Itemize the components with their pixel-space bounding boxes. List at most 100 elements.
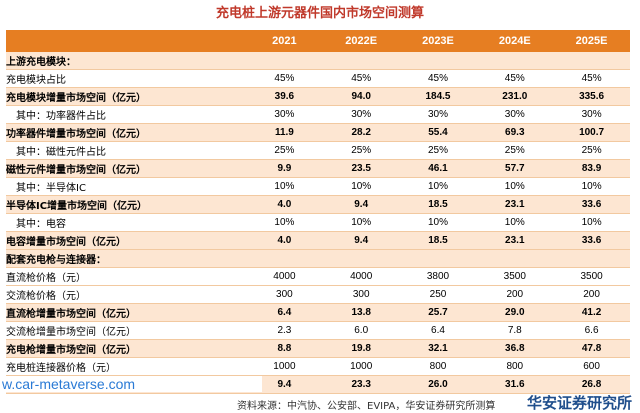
table-row: 半导体IC增量市场空间（亿元） 4.0 9.4 18.5 23.1 33.6 — [6, 196, 630, 214]
table-cell: 23.3 — [351, 379, 371, 390]
table-cell: 9.4 — [277, 379, 292, 390]
year-header: 2024E — [498, 35, 531, 47]
row-label: 电容增量市场空间（亿元） — [6, 237, 126, 248]
table-cell: 29.0 — [505, 307, 525, 318]
table-row: 其中：磁性元件占比 25% 25% 25% 25% 25% — [6, 142, 630, 160]
table-cell: 30% — [504, 109, 525, 120]
table-cell: 6.0 — [354, 325, 369, 336]
table-row: 交流枪增量市场空间（亿元） 2.3 6.0 6.4 7.8 6.6 — [6, 322, 630, 340]
table-cell: 36.8 — [505, 343, 525, 354]
year-header: 2021 — [272, 35, 297, 47]
table-row: 充电模块占比 45% 45% 45% 45% 45% — [6, 70, 630, 88]
table-cell: 25% — [427, 145, 448, 156]
table-cell: 25% — [351, 145, 372, 156]
table-row: 充电枪增量市场空间（亿元） 8.8 19.8 32.1 36.8 47.8 — [6, 340, 630, 358]
row-label: 交流枪增量市场空间（亿元） — [6, 327, 136, 338]
table-cell: 3500 — [580, 271, 603, 282]
table-cell: 30% — [427, 109, 448, 120]
row-label: 配套充电枪与连接器： — [6, 255, 106, 266]
table-cell: 55.4 — [428, 127, 448, 138]
table-cell: 3800 — [426, 271, 450, 282]
year-header: 2022E — [345, 35, 378, 47]
table-cell: 2.3 — [277, 325, 292, 336]
table-cell: 30% — [581, 109, 602, 120]
market-table: 2021 2022E 2023E 2024E 2025E 上游充电模块： 充电模块… — [6, 30, 630, 394]
row-label: 其中：功率器件占比 — [16, 111, 106, 122]
table-row: 电容增量市场空间（亿元） 4.0 9.4 18.5 23.1 33.6 — [6, 232, 630, 250]
table-row: 直流枪价格（元） 4000 4000 3800 3500 3500 — [6, 268, 630, 286]
table-title: 充电桩上游元器件国内市场空间测算 — [215, 6, 424, 21]
table-cell: 30% — [351, 109, 372, 120]
table-row: 磁性元件增量市场空间（亿元） 9.9 23.5 46.1 57.7 83.9 — [6, 160, 630, 178]
table-row: 充电桩连接器价格（元） 1000 1000 800 800 600 — [6, 358, 630, 376]
table-cell: 200 — [583, 289, 600, 300]
table-cell: 11.9 — [274, 127, 294, 138]
table-row: 其中：半导体IC 10% 10% 10% 10% 10% — [6, 178, 630, 196]
table-cell: 231.0 — [502, 91, 528, 102]
table-cell: 46.1 — [428, 163, 448, 174]
row-label: 其中：半导体IC — [16, 183, 86, 194]
table-cell: 9.4 — [354, 235, 369, 246]
table-cell: 100.7 — [579, 127, 605, 138]
table-row: 配套充电枪与连接器： — [6, 250, 630, 268]
table-cell: 7.8 — [507, 325, 522, 336]
table-cell: 18.5 — [428, 199, 448, 210]
brand-logo-text: 华安证券研究所 — [526, 394, 632, 412]
table-cell: 69.3 — [505, 127, 525, 138]
table-row: 上游充电模块： — [6, 52, 630, 70]
table-cell: 10% — [504, 217, 525, 228]
table-cell: 26.8 — [581, 379, 602, 390]
table-cell: 6.4 — [277, 307, 292, 318]
table-cell: 45% — [581, 73, 602, 84]
table-cell: 23.1 — [505, 235, 525, 246]
table-cell: 31.6 — [505, 379, 525, 390]
row-label: 上游充电模块： — [6, 57, 76, 68]
table-cell: 45% — [351, 73, 372, 84]
row-label: 其中：电容 — [16, 219, 66, 230]
table-row: 交流枪价格（元） 300 300 250 200 200 — [6, 286, 630, 304]
table-cell: 30% — [274, 109, 295, 120]
table-cell: 23.5 — [351, 163, 371, 174]
table-cell: 10% — [427, 181, 448, 192]
row-label: 充电桩连接器价格（元） — [6, 363, 116, 374]
table-row: 其中：电容 10% 10% 10% 10% 10% — [6, 214, 630, 232]
table-cell: 25% — [274, 145, 295, 156]
table-cell: 26.0 — [428, 379, 448, 390]
table-cell: 25.7 — [428, 307, 448, 318]
table-cell: 25% — [581, 145, 602, 156]
table-cell: 300 — [276, 289, 293, 300]
table-cell: 25% — [504, 145, 525, 156]
table-cell: 4000 — [350, 271, 373, 282]
table-cell: 18.5 — [428, 235, 448, 246]
table-cell: 10% — [581, 217, 602, 228]
table-cell: 1000 — [273, 361, 296, 372]
row-label: 充电模块增量市场空间（亿元） — [6, 93, 146, 104]
table-cell: 10% — [274, 181, 295, 192]
row-label: 充电枪增量市场空间（亿元） — [6, 345, 136, 356]
table-cell: 4.0 — [277, 235, 292, 246]
table-cell: 8.8 — [277, 343, 292, 354]
table-cell: 45% — [274, 73, 295, 84]
table-cell: 32.1 — [428, 343, 448, 354]
table-cell: 47.8 — [581, 343, 602, 354]
table-header: 2021 2022E 2023E 2024E 2025E — [6, 30, 630, 52]
table-cell: 41.2 — [581, 307, 602, 318]
row-label: 直流枪增量市场空间（亿元） — [6, 309, 136, 320]
table-body: 上游充电模块： 充电模块占比 45% 45% 45% 45% 45% 充电模块增量市场空间（亿… — [6, 52, 630, 394]
table-cell: 9.4 — [354, 199, 369, 210]
table-cell: 184.5 — [425, 91, 451, 102]
table-cell: 200 — [506, 289, 524, 300]
table-cell: 3500 — [503, 271, 526, 282]
table-cell: 800 — [506, 361, 524, 372]
table-cell: 6.6 — [584, 325, 599, 336]
table-row: 功率器件增量市场空间（亿元） 11.9 28.2 55.4 69.3 100.7 — [6, 124, 630, 142]
row-label: 半导体IC增量市场空间（亿元） — [6, 201, 148, 212]
table-cell: 4.0 — [277, 199, 292, 210]
table-cell: 45% — [427, 73, 448, 84]
table-cell: 23.1 — [505, 199, 525, 210]
table-cell: 94.0 — [351, 91, 371, 102]
table-cell: 9.9 — [277, 163, 292, 174]
year-header: 2025E — [575, 35, 608, 47]
table-cell: 800 — [429, 361, 447, 372]
table-cell: 250 — [429, 289, 447, 300]
